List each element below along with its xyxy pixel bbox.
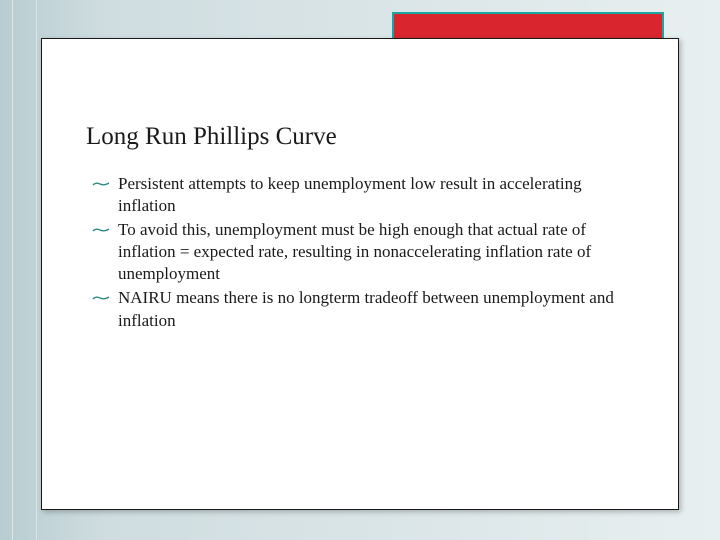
- bullet-list: Persistent attempts to keep unemployment…: [86, 173, 634, 332]
- slide-title: Long Run Phillips Curve: [86, 123, 634, 151]
- list-item: Persistent attempts to keep unemployment…: [92, 173, 634, 217]
- list-item: NAIRU means there is no longterm tradeof…: [92, 287, 634, 331]
- list-item: To avoid this, unemployment must be high…: [92, 219, 634, 285]
- slide-card: Long Run Phillips Curve Persistent attem…: [41, 38, 679, 510]
